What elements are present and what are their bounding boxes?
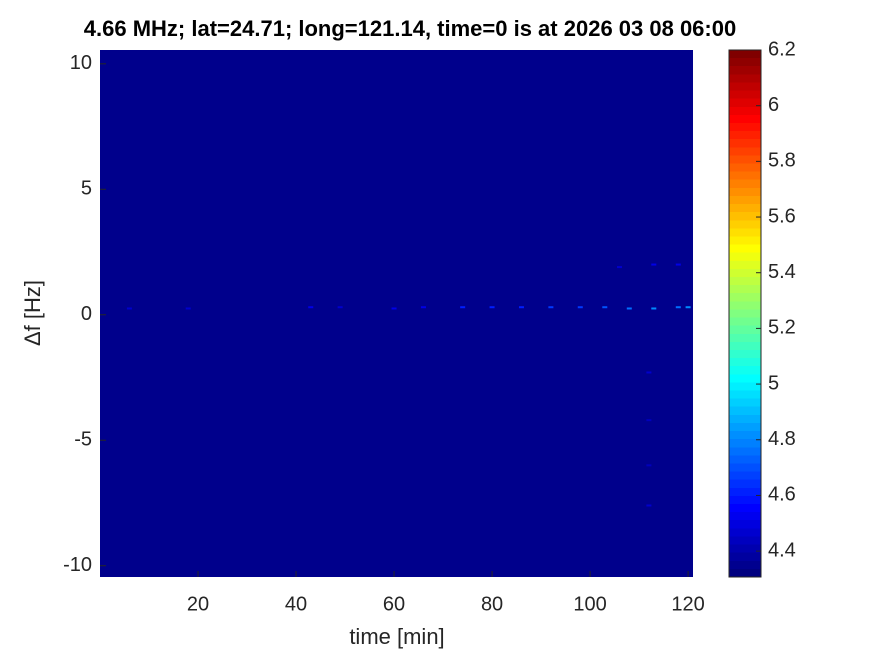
heatmap-cell — [675, 263, 681, 266]
heatmap-cell — [391, 307, 397, 310]
chart-title: 4.66 MHz; lat=24.71; long=121.14, time=0… — [84, 16, 736, 41]
heatmap-cell — [646, 419, 652, 422]
heatmap-cell — [602, 306, 608, 309]
y-tick-label: 0 — [81, 303, 92, 325]
x-axis-label: time [min] — [349, 624, 444, 649]
heatmap-cell — [548, 306, 554, 309]
heatmap-background — [100, 50, 693, 577]
heatmap-cell — [646, 464, 652, 467]
colorbar-tick-label: 5.6 — [768, 205, 796, 227]
heatmap-cell — [308, 306, 314, 309]
heatmap-cell — [577, 306, 583, 309]
heatmap-cell — [126, 307, 132, 310]
y-tick-label: 10 — [70, 52, 92, 74]
heatmap-cell — [626, 307, 632, 310]
colorbar-tick-label: 6 — [768, 94, 779, 116]
x-tick-label: 60 — [383, 593, 405, 615]
colorbar-tick-label: 6.2 — [768, 38, 796, 60]
colorbar-tick-label: 4.8 — [768, 428, 796, 450]
colorbar-tick-label: 4.4 — [768, 539, 796, 561]
x-tick-label: 40 — [285, 593, 307, 615]
axes: 20 40 60 80 100 120 -10 -5 0 5 10 4.4 4.6 4.8 5 5.2 5.4 5… — [63, 38, 796, 615]
heatmap-cell — [489, 306, 495, 309]
heatmap-cell — [518, 306, 524, 309]
heatmap-cell — [675, 306, 681, 309]
y-tick-label: 5 — [81, 178, 92, 200]
colorbar-tick-label: 5.2 — [768, 317, 796, 339]
heatmap-cell — [651, 307, 657, 310]
x-tick-label: 20 — [187, 593, 209, 615]
y-tick-label: -10 — [63, 554, 92, 576]
y-tick-label: -5 — [74, 429, 92, 451]
y-axis-label: Δf [Hz] — [20, 280, 45, 346]
heatmap-cell — [646, 371, 652, 374]
colorbar-tick-label: 5 — [768, 372, 779, 394]
heatmap-cell — [651, 263, 657, 266]
x-tick-label: 100 — [573, 593, 606, 615]
heatmap-cell — [616, 266, 622, 269]
colorbar-tick-label: 5.4 — [768, 261, 796, 283]
colorbar-tick-label: 4.6 — [768, 484, 796, 506]
colorbar-tick-label: 5.8 — [768, 150, 796, 172]
plot-area — [100, 50, 693, 577]
x-tick-label: 80 — [481, 593, 503, 615]
x-tick-label: 120 — [671, 593, 704, 615]
heatmap-cell — [420, 306, 426, 309]
heatmap-cell — [337, 306, 343, 309]
heatmap-cell — [460, 306, 466, 309]
heatmap-cell — [646, 504, 652, 507]
colorbar — [728, 49, 762, 578]
heatmap-cell — [685, 306, 691, 309]
heatmap-cell — [185, 307, 191, 310]
